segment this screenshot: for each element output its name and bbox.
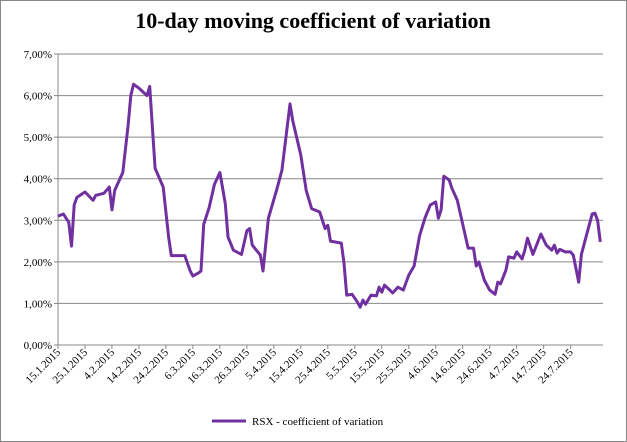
data-line (57, 82, 602, 309)
y-tick-label: 7,00% (24, 49, 52, 61)
y-tick-label: 4,00% (24, 174, 52, 186)
y-tick-label: 3,00% (24, 215, 52, 227)
chart-title: 10-day moving coefficient of variation (135, 8, 491, 33)
y-tick-label: 1,00% (24, 298, 52, 310)
y-tick-label: 2,00% (24, 257, 52, 269)
y-tick-label: 0,00% (24, 340, 52, 352)
y-tick-label: 5,00% (24, 132, 52, 144)
legend-label: RSX - coefficient of variation (252, 416, 384, 428)
y-tick-label: 6,00% (24, 91, 52, 103)
